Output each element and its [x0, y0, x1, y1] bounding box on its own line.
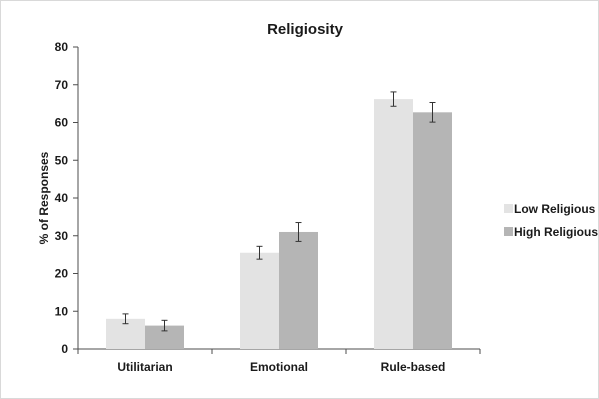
legend-label: High Religious [514, 225, 598, 239]
legend-swatch [504, 204, 513, 213]
chart-title: Religiosity [267, 21, 344, 38]
x-category-label: Utilitarian [117, 360, 172, 374]
y-tick-label: 30 [55, 229, 69, 243]
legend-swatch [504, 227, 513, 236]
y-tick-label: 20 [55, 267, 69, 281]
legend-label: Low Religious [514, 202, 596, 216]
bar [145, 325, 184, 349]
bar [413, 112, 452, 350]
y-tick-label: 50 [55, 153, 69, 167]
bar [374, 99, 413, 349]
y-tick-label: 0 [61, 342, 68, 356]
bar [240, 252, 279, 349]
y-tick-label: 60 [55, 116, 69, 130]
x-category-label: Emotional [250, 360, 308, 374]
bar [279, 231, 318, 349]
y-tick-label: 80 [55, 40, 69, 54]
y-tick-label: 70 [55, 78, 69, 92]
legend: Low Religious High Religious [504, 202, 598, 239]
y-tick-label: 10 [55, 304, 69, 318]
plot-area: 0 10 20 30 40 50 60 70 80 Utilitarian Emotional Rul… [55, 40, 481, 374]
y-tick-label: 40 [55, 191, 69, 205]
y-axis-title: % of Responses [37, 151, 51, 244]
x-category-label: Rule-based [381, 360, 446, 374]
